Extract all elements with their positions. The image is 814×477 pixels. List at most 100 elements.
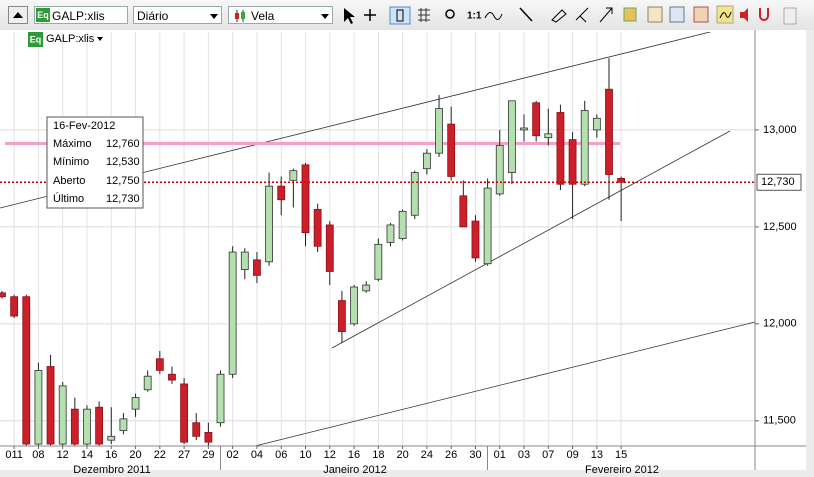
x-tick-label: 04 xyxy=(251,449,263,461)
candle-body xyxy=(313,209,322,247)
info-label: Mínimo xyxy=(53,156,89,168)
candle-body xyxy=(483,187,492,265)
y-tick-label: 12,500 xyxy=(763,221,797,233)
candle-body xyxy=(168,373,176,381)
candle-body xyxy=(70,408,79,445)
trendline xyxy=(254,321,755,446)
symbol: GALP:xlis xyxy=(52,9,105,23)
crosshair-tool[interactable] xyxy=(364,9,376,21)
candle-body xyxy=(95,406,104,445)
eraser-tool[interactable] xyxy=(551,9,567,23)
candle-body xyxy=(58,385,67,445)
layout-tool[interactable] xyxy=(669,6,685,23)
candle-body xyxy=(22,296,31,445)
candle-body xyxy=(544,133,553,139)
candle-body xyxy=(46,366,55,445)
x-tick-label: 011 xyxy=(5,449,23,461)
info-value: 12,760 xyxy=(106,138,140,150)
info-value: 12,730 xyxy=(106,193,140,205)
trendline xyxy=(331,130,731,349)
candle-body xyxy=(350,286,358,325)
last-price-label: 12,730 xyxy=(761,176,795,188)
legend-symbol[interactable]: GALP:xlis xyxy=(46,33,95,45)
candle-body xyxy=(507,100,516,173)
x-tick-label: 09 xyxy=(566,449,578,461)
candle-body xyxy=(155,358,164,371)
fib-tool[interactable] xyxy=(575,7,589,23)
candle-body xyxy=(338,300,346,332)
candle-body xyxy=(471,220,480,259)
x-tick-label: 02 xyxy=(227,449,239,461)
candle-body xyxy=(422,152,431,170)
grid-tool[interactable] xyxy=(418,8,430,22)
info-box: 16-Fev-2012 Máximo 12,760 Mínimo 12,530 … xyxy=(46,116,144,209)
alert-tool[interactable] xyxy=(716,5,734,24)
candle-body xyxy=(495,145,504,195)
x-tick-label: 12 xyxy=(57,449,69,461)
x-tick-label: 18 xyxy=(372,449,384,461)
candle-body xyxy=(532,102,541,137)
candle-body xyxy=(0,292,6,298)
menu-tool[interactable] xyxy=(783,7,797,25)
candle-body xyxy=(216,373,225,424)
x-tick-label: 29 xyxy=(202,449,214,461)
collapse-button[interactable] xyxy=(8,6,28,24)
zoom-tool[interactable] xyxy=(445,9,455,19)
candle-body xyxy=(192,422,201,437)
x-tick-label: 22 xyxy=(154,449,166,461)
legend-badge: Eq xyxy=(30,34,42,44)
info-date: 16-Fev-2012 xyxy=(53,120,115,132)
x-tick-label: 30 xyxy=(469,449,481,461)
info-value: 12,750 xyxy=(106,175,140,187)
candle-body xyxy=(592,117,601,131)
chart: 11,500 12,000 12,500 13,000 011 08 12 14 16 20 22 2… xyxy=(0,30,814,477)
candle-body xyxy=(83,408,91,445)
last-price-box xyxy=(756,173,802,191)
candle-body xyxy=(556,112,565,185)
candle-body xyxy=(34,369,43,445)
chart-style: Vela xyxy=(251,9,275,23)
toolbar: Eq GALP:xlis Diário Vela 1:1 xyxy=(0,0,814,31)
style-select[interactable]: Vela xyxy=(228,6,333,24)
template-tool[interactable] xyxy=(647,6,663,23)
candle-body xyxy=(228,251,237,375)
candle-body xyxy=(605,88,613,175)
indicator-tool[interactable] xyxy=(623,7,637,22)
zoom-ratio[interactable]: 1:1 xyxy=(467,11,482,22)
sound-tool[interactable] xyxy=(740,8,748,22)
pointer-tool[interactable] xyxy=(344,8,355,24)
candle-body xyxy=(131,397,140,410)
info-label: Máximo xyxy=(53,138,92,150)
candle-body xyxy=(362,284,371,292)
period-select[interactable]: Diário xyxy=(133,6,222,24)
month-label: Dezembro 2011 xyxy=(73,464,150,476)
y-tick-label: 11,500 xyxy=(763,415,796,427)
month-label: Fevereiro 2012 xyxy=(585,464,659,476)
period: Diário xyxy=(137,9,169,23)
info-tool[interactable] xyxy=(389,6,411,25)
symbol-input[interactable]: Eq GALP:xlis xyxy=(34,6,128,24)
candle-body xyxy=(398,210,407,239)
candle-body xyxy=(374,243,383,280)
line-tool[interactable] xyxy=(519,7,533,22)
x-tick-label: 08 xyxy=(32,449,44,461)
candle-body xyxy=(520,127,528,131)
candle-body xyxy=(459,195,468,228)
candle-body xyxy=(107,435,116,441)
magnet-tool[interactable] xyxy=(759,8,769,21)
x-tick-label: 13 xyxy=(591,449,603,461)
y-tick-label: 13,000 xyxy=(763,124,797,136)
expand-tool[interactable] xyxy=(599,7,613,23)
wave-tool[interactable] xyxy=(484,12,503,20)
x-tick-label: 27 xyxy=(178,449,190,461)
candle-body xyxy=(447,123,456,177)
candle-body xyxy=(410,172,419,216)
study-tool[interactable] xyxy=(693,6,709,23)
candle-body xyxy=(386,224,395,243)
x-tick-label: 10 xyxy=(299,449,311,461)
candle-body xyxy=(277,185,286,201)
candle-body xyxy=(301,164,310,234)
tool-icons: 1:1 xyxy=(344,5,797,25)
candle-body xyxy=(580,110,589,185)
